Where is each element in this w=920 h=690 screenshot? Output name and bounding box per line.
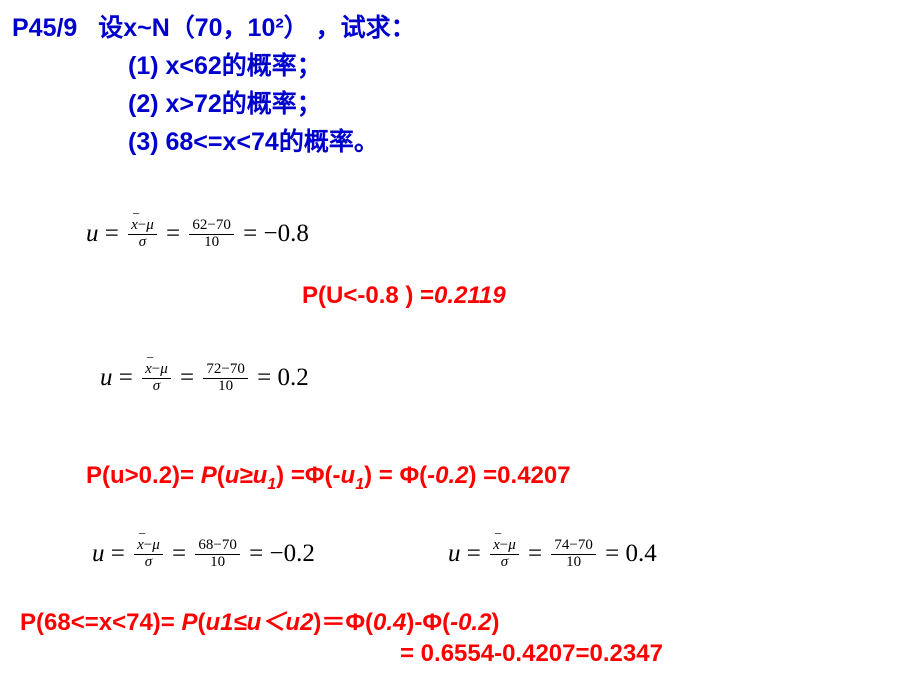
formula-3a-frac-symbolic: x−μ σ	[134, 538, 163, 571]
formula-3b-frac-numeric: 74−70 10	[551, 538, 595, 571]
formula-1-lhs: u	[86, 220, 99, 248]
problem-line-3: (3) 68<=x<74的概率。	[128, 122, 379, 158]
result-3-e: )＝Φ(	[313, 609, 373, 636]
result-2-u1sub: 1	[355, 476, 364, 493]
formula-1-frac-numeric: 62−70 10	[189, 218, 233, 251]
formula-3a-frac-numeric: 68−70 10	[195, 538, 239, 571]
result-2-final: ) =0.4207	[469, 462, 571, 489]
problem-header: P45/9 设x~N（70，10²） ，试求：	[12, 8, 416, 44]
result-2-uexpr: u≥u	[225, 462, 268, 489]
result-1-value: 0.2119	[434, 282, 506, 309]
result-3-f: 0.4	[373, 609, 406, 636]
formula-3b-result: 0.4	[625, 540, 656, 568]
result-3-d: u1≤u＜u2	[205, 609, 313, 636]
problem-line-1: (1) x<62的概率；	[128, 46, 322, 82]
formula-2-lhs: u	[100, 364, 113, 392]
formula-3b-frac-symbolic: x−μ σ	[490, 538, 519, 571]
result-2-neg02: -0.2	[427, 462, 468, 489]
formula-3b-lhs: u	[448, 540, 461, 568]
result-2-p: P	[201, 462, 217, 489]
result-2-close1: )	[276, 462, 291, 489]
result-2-prefix: P(u>0.2)=	[86, 462, 201, 489]
formula-3a-result: −0.2	[269, 540, 314, 568]
problem-header-text: 设x~N（70，10²） ，试求：	[98, 14, 415, 42]
result-3-b: P	[181, 609, 197, 636]
formula-2-result: 0.2	[277, 364, 308, 392]
result-2-phi2: = Φ(	[372, 462, 427, 489]
result-1: P(U<-0.8 ) =0.2119	[302, 282, 506, 310]
formula-2: u = x−μ σ = 72−70 10 = 0.2	[100, 362, 309, 395]
result-3-i: )	[491, 609, 499, 636]
formula-1-frac-symbolic: x−μ σ	[128, 218, 157, 251]
result-3-h: -0.2	[450, 609, 491, 636]
formula-1-result: −0.8	[263, 220, 308, 248]
result-3-g: )-Φ(	[406, 609, 450, 636]
formula-2-frac-symbolic: x−μ σ	[142, 362, 171, 395]
result-2: P(u>0.2)= P(u≥u1) =Φ(-u1) = Φ(-0.2) =0.4…	[86, 462, 571, 494]
result-3-line1: P(68<=x<74)= P(u1≤u＜u2)＝Φ(0.4)-Φ(-0.2)	[20, 602, 499, 637]
problem-line-2: (2) x>72的概率；	[128, 84, 322, 120]
result-3-a: P(68<=x<74)=	[20, 609, 181, 636]
result-2-u1: u	[341, 462, 356, 489]
formula-3a-lhs: u	[92, 540, 105, 568]
formula-2-frac-numeric: 72−70 10	[203, 362, 247, 395]
result-2-phi1: =Φ(-	[291, 462, 341, 489]
formula-3a: u = x−μ σ = 68−70 10 = −0.2	[92, 538, 315, 571]
result-1-prefix: P(U<-0.8 ) =	[302, 282, 434, 309]
problem-prefix: P45/9	[12, 14, 77, 42]
result-2-open: (	[217, 462, 225, 489]
result-2-phi1close: )	[364, 462, 372, 489]
result-3-line2: = 0.6554-0.4207=0.2347	[400, 640, 663, 668]
formula-3b: u = x−μ σ = 74−70 10 = 0.4	[448, 538, 657, 571]
formula-1: u = x−μ σ = 62−70 10 = −0.8	[86, 218, 309, 251]
result-2-sub1: 1	[267, 476, 276, 493]
